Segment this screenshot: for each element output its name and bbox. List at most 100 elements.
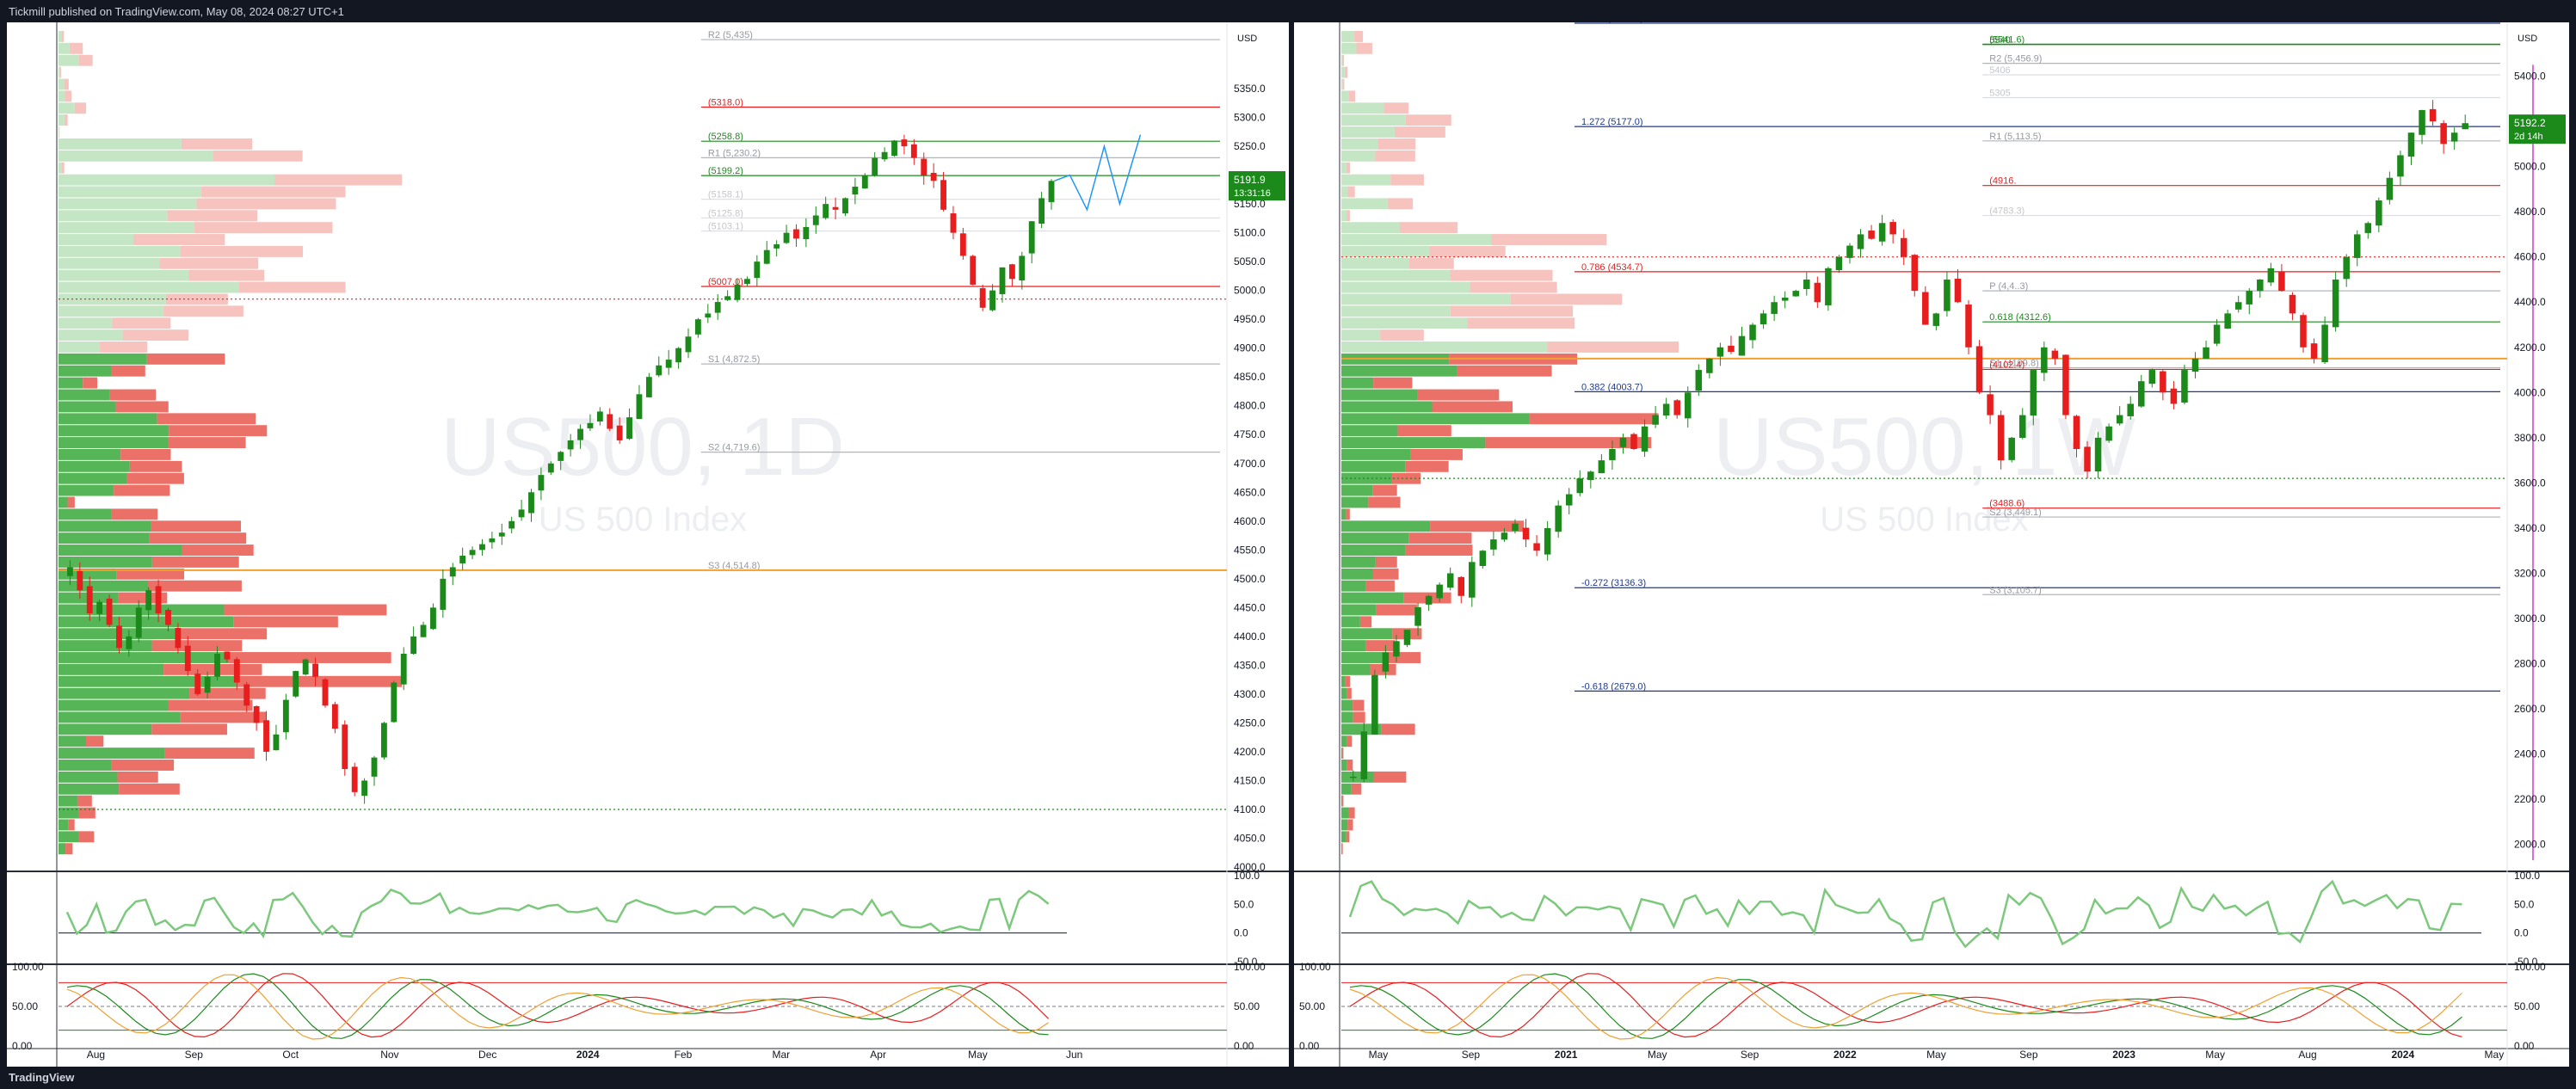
time-axis-label: Sep — [2019, 1049, 2038, 1061]
price-axis-label: 4200.0 — [2514, 341, 2546, 354]
volume-profile-up-bar — [1341, 687, 1347, 699]
candle-body — [675, 348, 682, 363]
candle-body — [891, 140, 897, 157]
candle-body — [1975, 346, 1983, 393]
level-label: -0.272 (3136.3) — [1581, 578, 1646, 588]
price-axis-label: 4800.0 — [2514, 206, 2546, 218]
volume-profile-up-bar — [1341, 604, 1377, 616]
candle-body — [656, 365, 662, 376]
candle-body — [2062, 354, 2069, 415]
volume-profile-down-bar — [59, 66, 61, 78]
candle-body — [1673, 400, 1680, 415]
candle-body — [2321, 324, 2328, 363]
candle-body — [921, 158, 927, 175]
level-label: (4916. — [1989, 176, 2016, 187]
candle-body — [587, 422, 594, 428]
volume-profile-down-bar — [1373, 377, 1413, 389]
volume-profile-up-bar — [1341, 748, 1343, 760]
volume-profile-up-bar — [1341, 460, 1406, 472]
volume-profile-up-bar — [59, 449, 121, 460]
candle-body — [1425, 595, 1433, 605]
candle-body — [823, 204, 829, 218]
volume-profile-down-bar — [196, 198, 336, 210]
candle-body — [1878, 223, 1886, 242]
volume-profile-down-bar — [151, 723, 227, 735]
candle-body — [214, 653, 220, 677]
volume-profile-up-bar — [59, 616, 234, 628]
rsi-line — [1348, 879, 2462, 949]
volume-profile-up-bar — [59, 819, 69, 831]
rsi-axis-label: -50.0 — [2514, 956, 2538, 968]
candle-body — [410, 636, 417, 655]
candle-body — [1565, 494, 1573, 506]
candle-body — [812, 215, 819, 225]
candle-body — [842, 198, 848, 214]
volume-profile-up-bar — [59, 556, 152, 568]
candle-body — [1371, 674, 1378, 735]
volume-profile-up-bar — [1341, 663, 1371, 675]
volume-profile-up-bar — [59, 174, 275, 186]
volume-profile-up-bar — [59, 783, 120, 795]
candle-body — [2332, 279, 2339, 328]
candle-body — [645, 377, 652, 397]
volume-profile-up-bar — [1341, 484, 1373, 496]
price-axis-label: 4400.0 — [1234, 631, 1266, 643]
volume-profile-up-bar — [1341, 66, 1345, 78]
price-axis-label: 4150.0 — [1234, 774, 1266, 786]
level-label: 0.618 (4312.6) — [1989, 312, 2051, 323]
level-label: (3488.6) — [1989, 499, 2024, 509]
level-label: S3 (4,514.8) — [708, 561, 761, 571]
volume-profile-down-bar — [1347, 819, 1353, 831]
candle-body — [312, 663, 318, 677]
volume-profile-up-bar — [1341, 54, 1343, 66]
volume-profile-up-bar — [59, 401, 116, 413]
candle-body — [1911, 255, 1919, 292]
volume-profile-up-bar — [59, 413, 157, 425]
volume-profile-up-bar — [59, 508, 112, 520]
price-axis-label: 5050.0 — [1234, 255, 1266, 268]
candle-body — [2203, 347, 2209, 359]
candle-body — [940, 180, 946, 210]
volume-profile-down-bar — [168, 437, 246, 448]
candle-body — [2310, 343, 2318, 359]
weekly-chart-svg[interactable]: US500, 1W US 500 Index 1.618 (5634.3) (5541… — [1294, 22, 2569, 1067]
volume-profile-up-bar — [1341, 568, 1373, 580]
volume-profile-up-bar — [59, 78, 65, 90]
volume-profile-up-bar — [59, 186, 201, 198]
volume-profile-up-bar — [1341, 652, 1387, 663]
volume-profile-up-bar — [59, 162, 62, 174]
weekly-chart-panel[interactable]: US500, 1W US 500 Index 1.618 (5634.3) (5541… — [1294, 22, 2569, 1067]
candle-body — [2462, 123, 2468, 130]
volume-profile-down-bar — [1384, 102, 1409, 114]
candle-body — [116, 625, 122, 649]
candle-body — [1490, 539, 1497, 550]
candle-body — [1684, 392, 1692, 419]
time-axis-label: May — [2205, 1049, 2225, 1061]
candle-body — [1469, 562, 1476, 598]
volume-profile-down-bar — [116, 568, 185, 580]
volume-profile-up-bar — [1341, 520, 1431, 532]
candle-body — [607, 414, 613, 429]
volume-profile-up-bar — [1341, 843, 1342, 855]
candle-body — [1609, 449, 1616, 460]
candle-body — [1695, 370, 1703, 391]
volume-profile-down-bar — [1381, 723, 1415, 735]
candle-body — [518, 509, 525, 518]
volume-profile-up-bar — [1341, 771, 1374, 783]
price-axis-label: 4650.0 — [1234, 486, 1266, 498]
price-axis-label: 4350.0 — [1234, 659, 1266, 671]
daily-chart-svg[interactable]: US500, 1D US 500 Index R2 (5,435) (5318.0) (… — [7, 22, 1289, 1067]
candle-body — [342, 724, 348, 770]
price-axis-label: 5350.0 — [1234, 83, 1266, 95]
volume-profile-down-bar — [1467, 317, 1575, 329]
candle-body — [547, 463, 554, 473]
candle-body — [2191, 358, 2199, 372]
volume-profile-up-bar — [59, 281, 239, 293]
volume-profile-up-bar — [59, 484, 114, 496]
candle-body — [2343, 256, 2350, 280]
volume-profile-up-bar — [1341, 317, 1468, 329]
candle-body — [1652, 415, 1659, 425]
candle-body — [2041, 347, 2048, 373]
candle-body — [1446, 573, 1454, 588]
daily-chart-panel[interactable]: US500, 1D US 500 Index R2 (5,435) (5318.0) (… — [7, 22, 1289, 1067]
